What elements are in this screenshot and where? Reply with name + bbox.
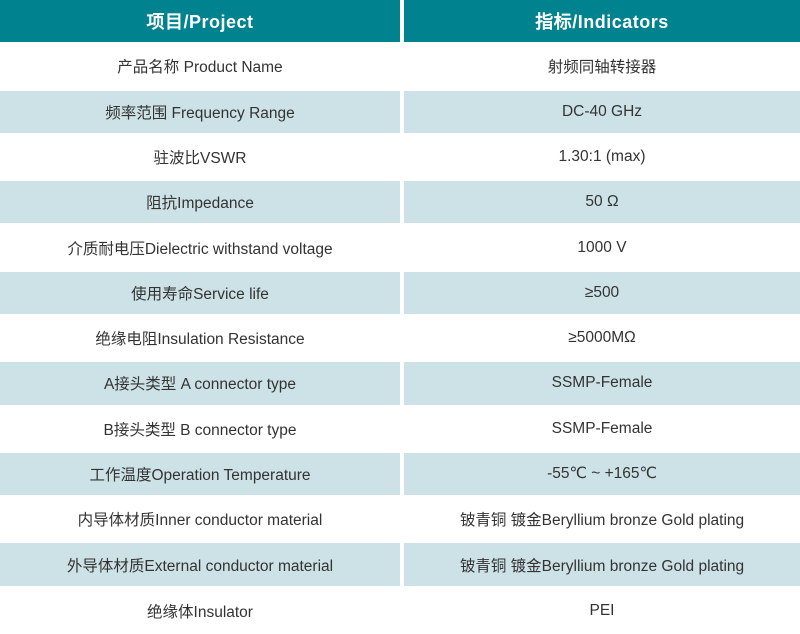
project-cell: 阻抗Impedance <box>0 181 400 227</box>
indicator-cell: 1000 V <box>400 226 800 272</box>
indicator-cell: 射频同轴转接器 <box>400 45 800 91</box>
project-cell: 绝缘体Insulator <box>0 588 400 634</box>
header-project: 项目/Project <box>0 0 400 46</box>
table-row: 频率范围 Frequency Range DC-40 GHz <box>0 90 800 136</box>
indicator-cell: SSMP-Female <box>400 407 800 453</box>
table-row: 外导体材质External conductor material 铍青铜 镀金B… <box>0 543 800 589</box>
project-cell: 驻波比VSWR <box>0 135 400 182</box>
project-cell: 频率范围 Frequency Range <box>0 90 400 136</box>
table-row: 绝缘电阻Insulation Resistance ≥5000MΩ <box>0 316 800 363</box>
indicator-cell: ≥5000MΩ <box>400 316 800 363</box>
table-row: 使用寿命Service life ≥500 <box>0 271 800 317</box>
project-cell: 产品名称 Product Name <box>0 45 400 91</box>
spec-table-header: 项目/Project 指标/Indicators <box>0 0 800 46</box>
indicator-cell: 铍青铜 镀金Beryllium bronze Gold plating <box>400 543 800 589</box>
project-cell: 使用寿命Service life <box>0 271 400 317</box>
project-cell: 工作温度Operation Temperature <box>0 452 400 499</box>
indicator-cell: ≥500 <box>400 271 800 317</box>
indicator-cell: SSMP-Female <box>400 362 800 408</box>
table-row: 产品名称 Product Name 射频同轴转接器 <box>0 45 800 91</box>
table-row: 阻抗Impedance 50 Ω <box>0 181 800 227</box>
indicator-cell: DC-40 GHz <box>400 90 800 136</box>
spec-table-body: 产品名称 Product Name 射频同轴转接器 频率范围 Frequency… <box>0 45 800 634</box>
indicator-cell: 1.30:1 (max) <box>400 135 800 182</box>
header-row: 项目/Project 指标/Indicators <box>0 0 800 46</box>
table-row: 内导体材质Inner conductor material 铍青铜 镀金Bery… <box>0 498 800 544</box>
table-row: B接头类型 B connector type SSMP-Female <box>0 407 800 453</box>
project-cell: 绝缘电阻Insulation Resistance <box>0 316 400 363</box>
table-row: 绝缘体Insulator PEI <box>0 588 800 634</box>
project-cell: 内导体材质Inner conductor material <box>0 498 400 544</box>
project-cell: 外导体材质External conductor material <box>0 543 400 589</box>
table-row: 驻波比VSWR 1.30:1 (max) <box>0 135 800 182</box>
indicator-cell: 50 Ω <box>400 181 800 227</box>
indicator-cell: 铍青铜 镀金Beryllium bronze Gold plating <box>400 498 800 544</box>
table-row: 介质耐电压Dielectric withstand voltage 1000 V <box>0 226 800 272</box>
project-cell: A接头类型 A connector type <box>0 362 400 408</box>
project-cell: 介质耐电压Dielectric withstand voltage <box>0 226 400 272</box>
indicator-cell: PEI <box>400 588 800 634</box>
indicator-cell: -55℃ ~ +165℃ <box>400 452 800 499</box>
table-row: 工作温度Operation Temperature -55℃ ~ +165℃ <box>0 452 800 499</box>
project-cell: B接头类型 B connector type <box>0 407 400 453</box>
table-row: A接头类型 A connector type SSMP-Female <box>0 362 800 408</box>
header-indicators: 指标/Indicators <box>400 0 800 46</box>
